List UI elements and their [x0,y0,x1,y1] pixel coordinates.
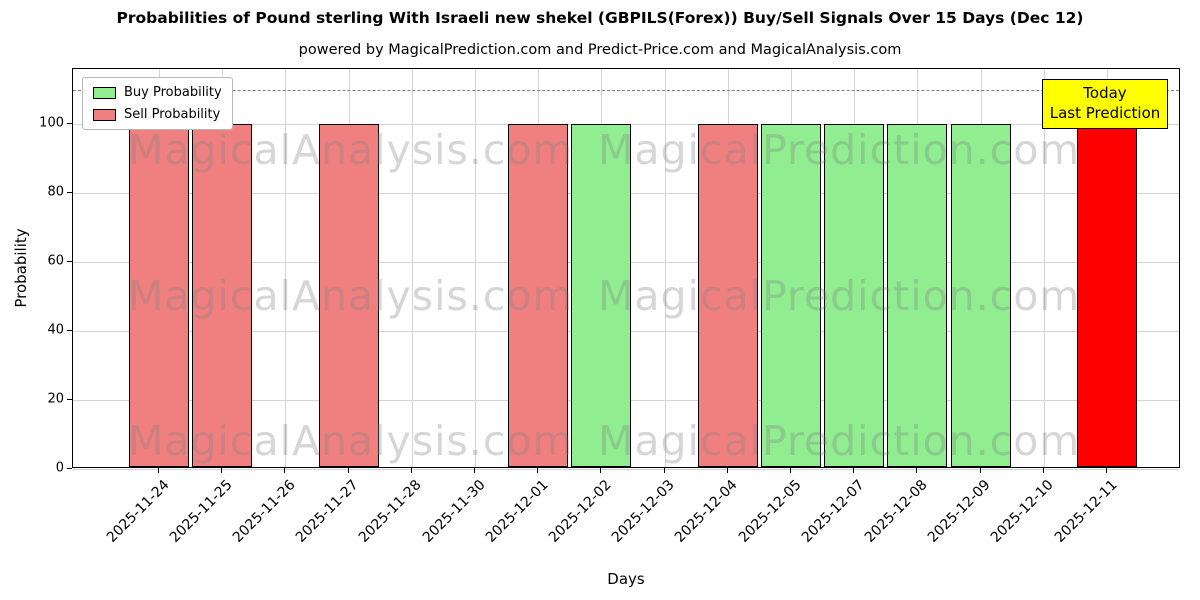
gridline-vertical [411,69,413,467]
x-tick-mark [726,468,728,473]
x-tick-mark [600,468,602,473]
y-tick-label: 20 [47,391,64,407]
x-tick-mark [790,468,791,473]
x-tick-mark [410,468,412,473]
x-tick-label: 2025-11-24 [103,477,173,546]
bar-2025-11-27 [318,124,379,467]
x-tick-mark [347,468,349,473]
y-tick-label: 40 [47,322,64,338]
today-annotation-box: Today Last Prediction [1042,79,1168,129]
watermark-text: MagicalAnalysis.com [128,126,574,174]
bar-2025-12-04 [697,124,758,467]
chart-title: Probabilities of Pound sterling With Isr… [116,9,1084,27]
x-tick-label: 2025-12-11 [1051,477,1121,546]
gridline-vertical [664,69,666,467]
gridline-vertical [1043,69,1045,467]
y-tick-mark [67,123,72,125]
bar-2025-12-05 [761,124,821,467]
x-tick-label: 2025-11-26 [229,477,299,546]
x-tick-mark [474,468,475,473]
x-tick-mark [853,468,855,473]
x-tick-mark [284,468,286,473]
bar-2025-12-09 [950,124,1011,467]
x-tick-label: 2025-12-01 [482,477,552,546]
x-tick-label: 2025-11-25 [166,477,236,546]
x-tick-label: 2025-11-28 [356,477,426,546]
watermark-text: MagicalAnalysis.com [128,417,574,465]
bar-2025-12-08 [887,124,948,467]
legend-label-buy: Buy Probability [124,85,222,100]
y-tick-mark [67,399,72,401]
x-tick-label: 2025-11-30 [419,477,489,546]
y-tick-mark [67,468,72,469]
x-tick-mark [979,468,981,473]
x-tick-mark [1106,468,1107,473]
bar-2025-12-11 [1077,124,1137,467]
y-tick-mark [67,330,72,332]
bar-2025-12-07 [824,124,885,467]
x-tick-label: 2025-11-27 [293,477,362,546]
dashed-reference-line [73,89,1179,91]
y-tick-label: 0 [55,460,64,476]
x-tick-mark [1042,468,1044,473]
x-tick-label: 2025-12-09 [925,477,994,546]
legend: Buy Probability Sell Probability [82,77,233,130]
bar-2025-12-02 [571,124,632,467]
y-tick-mark [67,261,72,263]
x-tick-label: 2025-12-03 [609,477,678,546]
plot-area [72,68,1180,470]
y-tick-mark [67,192,72,194]
x-tick-label: 2025-12-08 [861,477,931,546]
x-tick-label: 2025-12-04 [672,477,742,546]
x-tick-mark [158,468,159,473]
x-tick-label: 2025-12-10 [988,477,1058,546]
watermark-text: MagicalPrediction.com [598,126,1081,174]
y-tick-label: 60 [47,253,64,269]
x-axis-label: Days [607,570,645,588]
x-tick-mark [916,468,918,473]
legend-label-sell: Sell Probability [124,107,221,122]
gridline-horizontal [73,469,1179,470]
legend-item-sell: Sell Probability [93,107,222,122]
y-tick-label: 100 [39,115,64,131]
watermark-text: MagicalAnalysis.com [128,272,574,320]
y-tick-label: 80 [47,184,64,200]
bar-2025-11-25 [192,124,253,467]
gridline-vertical [285,69,287,467]
buy-probability-swatch [93,86,116,99]
watermark-text: MagicalPrediction.com [598,272,1081,320]
sell-probability-swatch [93,108,116,121]
x-tick-label: 2025-12-05 [735,477,805,546]
x-tick-label: 2025-12-07 [798,477,868,546]
annotation-line-2: Last Prediction [1049,103,1161,122]
legend-item-buy: Buy Probability [93,85,222,100]
gridline-vertical [475,69,476,467]
bar-2025-11-24 [129,124,189,467]
chart-subtitle: powered by MagicalPrediction.com and Pre… [298,42,902,58]
bar-2025-12-01 [508,124,569,467]
x-tick-mark [221,468,223,473]
x-tick-label: 2025-12-02 [545,477,615,546]
watermark-text: MagicalPrediction.com [598,417,1081,465]
annotation-line-1: Today [1083,84,1127,102]
x-tick-mark [663,468,665,473]
x-tick-mark [537,468,539,473]
